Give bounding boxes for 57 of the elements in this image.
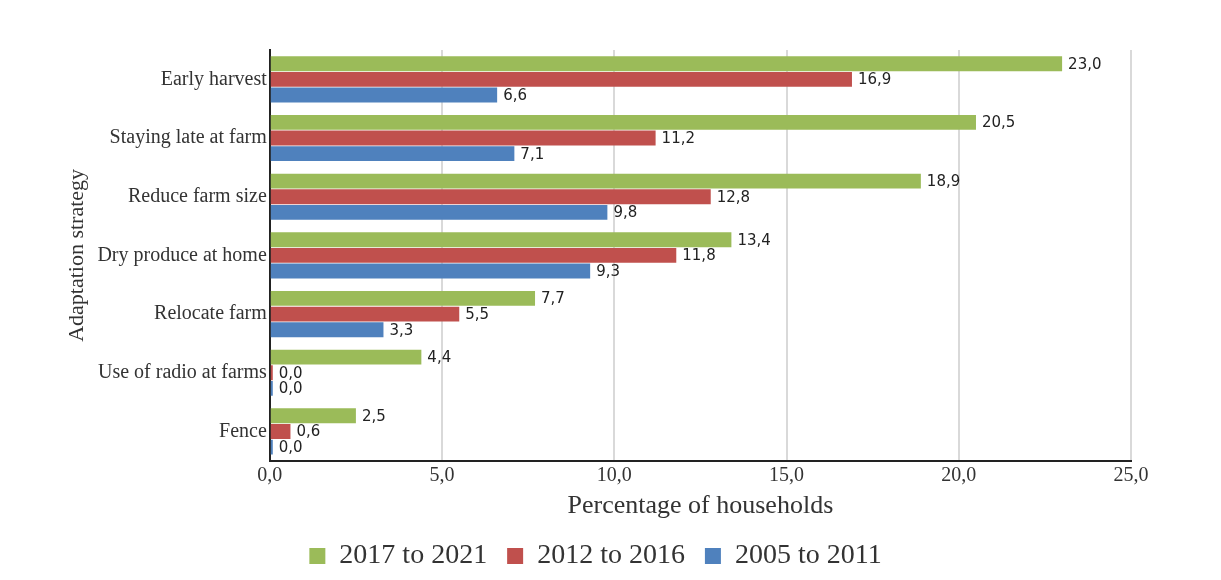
y-tick-label: Dry produce at home [97, 242, 267, 266]
legend-label: 2005 to 2011 [734, 538, 882, 570]
data-label: 13,4 [737, 230, 771, 249]
bar [270, 189, 711, 205]
bar [270, 204, 608, 220]
y-axis-title: Adaptation strategy [62, 168, 88, 342]
data-label: 3,3 [389, 320, 414, 339]
bar [270, 263, 591, 279]
bar [270, 173, 921, 189]
data-label: 0,0 [278, 379, 303, 398]
x-tick-label: 25,0 [1113, 463, 1149, 486]
data-label: 9,8 [613, 203, 638, 222]
y-tick-label: Staying late at farm [109, 125, 268, 149]
data-label: 5,5 [465, 304, 490, 323]
data-label: 11,2 [661, 128, 696, 147]
x-tick-label: 20,0 [941, 463, 977, 486]
x-tick-label: 5,0 [429, 463, 455, 486]
data-label: 6,6 [503, 85, 528, 104]
bar [270, 424, 291, 439]
legend-label: 2017 to 2021 [339, 538, 488, 570]
bar [270, 146, 515, 162]
y-tick-label: Fence [219, 418, 267, 441]
data-label: 9,3 [596, 261, 621, 280]
data-label: 11,8 [682, 246, 716, 265]
legend-label: 2012 to 2016 [537, 538, 685, 570]
data-label: 0,0 [278, 363, 303, 382]
bar [270, 349, 422, 365]
bar [270, 114, 976, 130]
x-tick-label: 15,0 [769, 463, 805, 486]
bar [270, 408, 356, 424]
data-label: 2,5 [361, 406, 386, 425]
data-label: 18,9 [926, 171, 961, 190]
y-tick-label: Relocate farm [154, 301, 268, 324]
bar [270, 56, 1063, 72]
bar [270, 71, 852, 87]
y-tick-label: Use of radio at farms [97, 360, 267, 383]
bar [270, 232, 732, 248]
x-tick-label: 0,0 [257, 463, 283, 486]
x-axis-title: Percentage of households [567, 490, 834, 520]
y-tick-label: Reduce farm size [127, 183, 267, 206]
y-tick-label: Early harvest [160, 66, 268, 90]
data-label: 7,7 [541, 289, 565, 308]
bar [270, 247, 677, 263]
bar [270, 130, 656, 146]
data-label: 0,0 [278, 438, 303, 456]
x-tick-label: 10,0 [596, 463, 632, 486]
data-label: 16,9 [857, 70, 892, 89]
data-label: 4,4 [427, 348, 452, 367]
data-label: 12,8 [716, 187, 751, 206]
bar [270, 306, 460, 322]
data-label: 20,5 [981, 113, 1016, 132]
bar [270, 291, 536, 306]
bar [270, 322, 384, 338]
bar [270, 87, 498, 103]
data-label: 7,1 [520, 144, 545, 163]
data-label: 23,0 [1068, 54, 1102, 73]
data-label: 0,6 [296, 422, 321, 441]
